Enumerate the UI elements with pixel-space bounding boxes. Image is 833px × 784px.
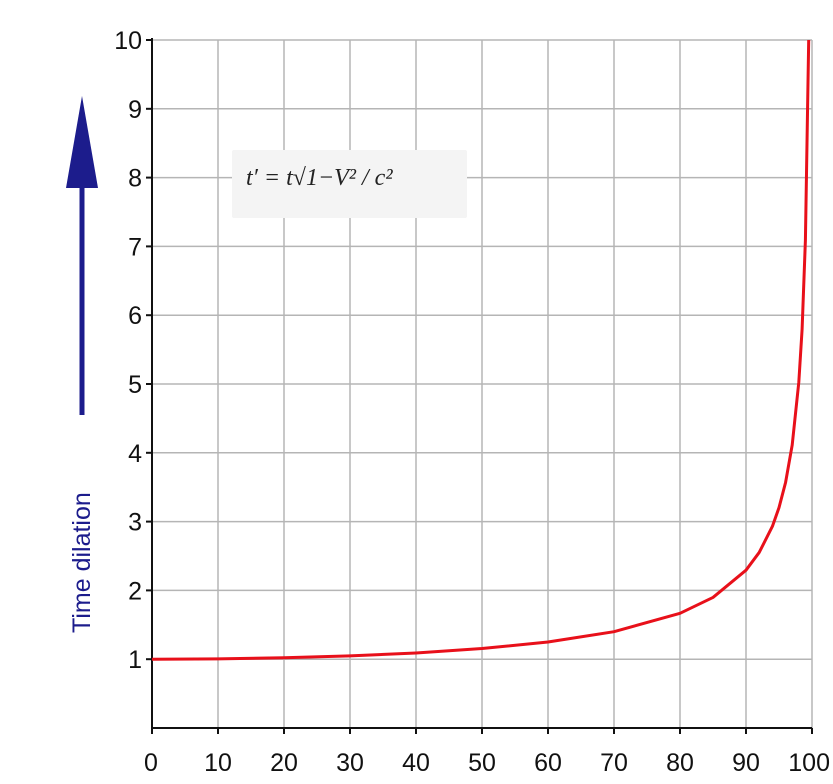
x-tick-labels: 0 10 20 30 40 50 60 70 80 90 100 <box>144 749 830 777</box>
x-tick-label: 100 <box>788 749 830 777</box>
y-tick-label: 3 <box>128 509 142 537</box>
y-tick-label: 10 <box>114 27 142 55</box>
series-layer <box>151 39 811 661</box>
y-tick-label: 5 <box>128 371 142 399</box>
y-tick-label: 7 <box>128 233 142 261</box>
formula-annotation: t′ = t√1−V² / c² <box>246 165 393 191</box>
formula-box <box>232 150 467 218</box>
y-tick-label: 8 <box>128 165 142 193</box>
x-tick-label: 90 <box>732 749 760 777</box>
ylabel-arrow-head <box>66 96 98 188</box>
y-tick-label: 2 <box>128 577 142 605</box>
x-tick-label: 60 <box>534 749 562 777</box>
x-tick-label: 50 <box>468 749 496 777</box>
x-tick-label: 0 <box>144 749 158 777</box>
x-tick-label: 30 <box>336 749 364 777</box>
x-tick-label: 70 <box>600 749 628 777</box>
axes <box>146 38 813 734</box>
series-line <box>151 39 811 661</box>
x-tick-label: 80 <box>666 749 694 777</box>
x-tick-label: 40 <box>402 749 430 777</box>
y-axis-label-group: Time dilation <box>66 96 98 633</box>
y-tick-label: 6 <box>128 302 142 330</box>
x-tick-label: 10 <box>204 749 232 777</box>
y-tick-labels: 1 2 3 4 5 6 7 8 9 10 <box>114 27 142 674</box>
y-tick-label: 9 <box>128 96 142 124</box>
grid-lines <box>151 39 813 728</box>
x-tick-label: 20 <box>270 749 298 777</box>
y-axis-label: Time dilation <box>68 492 96 633</box>
y-tick-label: 4 <box>128 440 142 468</box>
y-tick-label: 1 <box>128 646 142 674</box>
